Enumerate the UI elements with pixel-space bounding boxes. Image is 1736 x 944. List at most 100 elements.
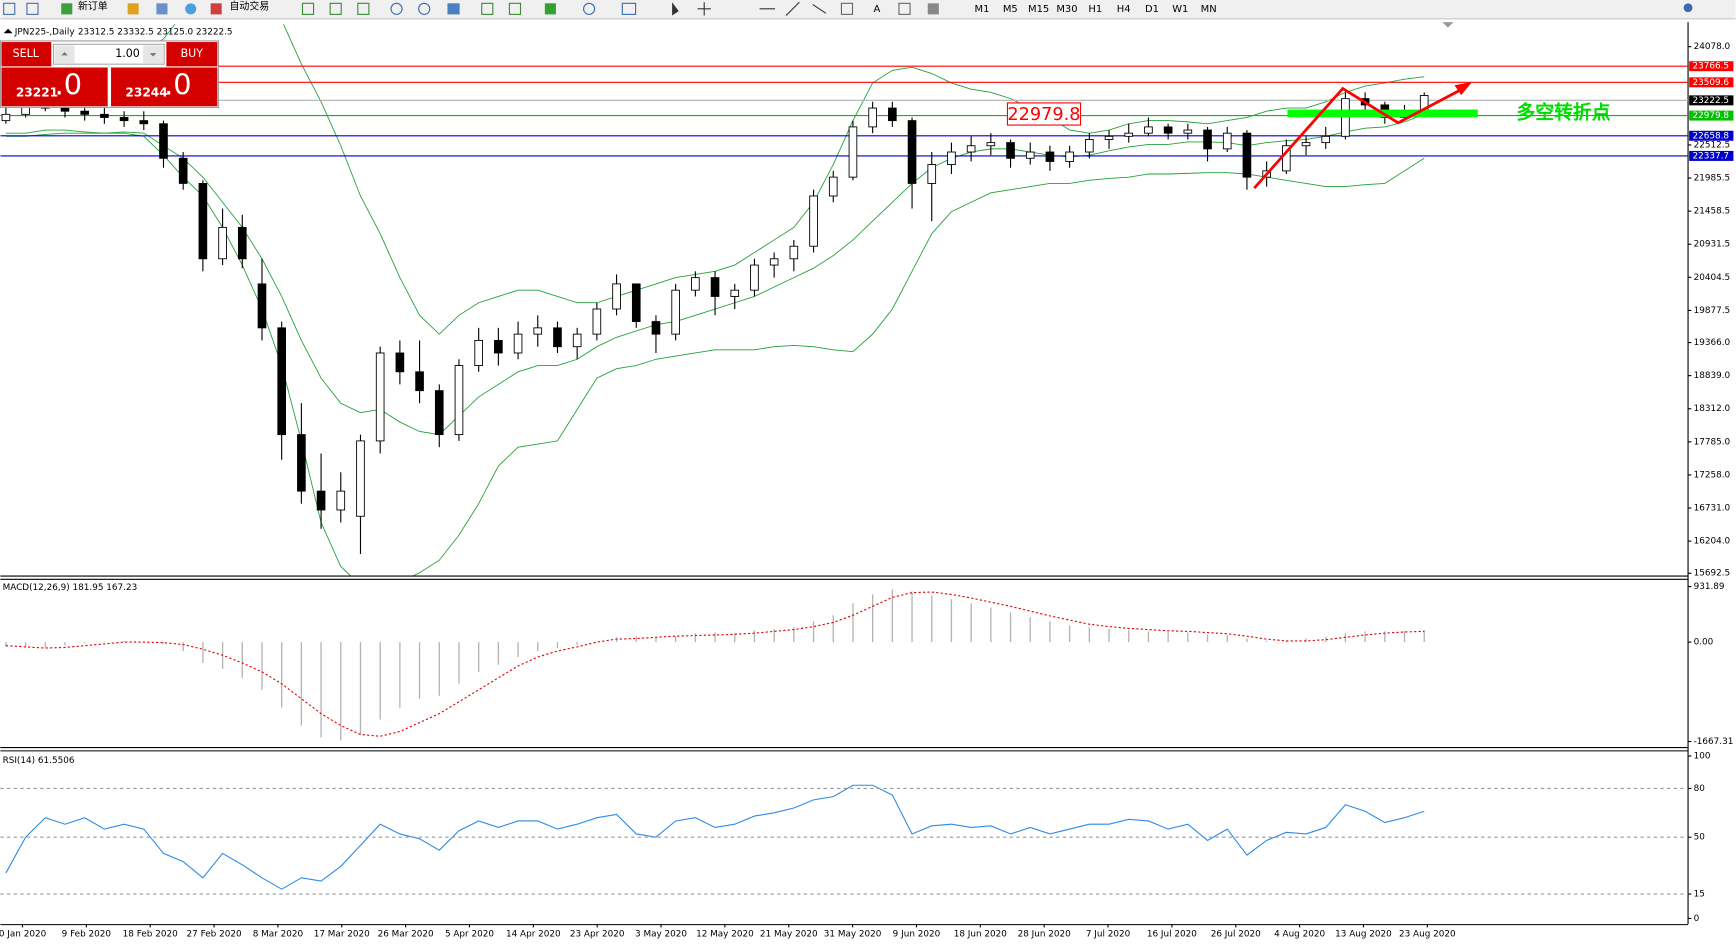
timeframe-button[interactable]: D1 bbox=[1145, 4, 1159, 15]
candle-body bbox=[888, 107, 897, 122]
candle-body bbox=[178, 157, 188, 184]
bid-fraction[interactable]: .0 bbox=[55, 67, 82, 101]
y-tick-label: 22512.5 bbox=[1694, 140, 1731, 150]
x-tick-label: 18 Feb 2020 bbox=[123, 930, 178, 940]
candle-body bbox=[612, 283, 621, 310]
candle-body bbox=[316, 490, 326, 511]
candle-body bbox=[139, 120, 149, 125]
candle-body bbox=[218, 226, 227, 260]
x-tick-label: 7 Jul 2020 bbox=[1086, 930, 1131, 940]
x-tick-label: 16 Jul 2020 bbox=[1147, 930, 1197, 940]
candle-body bbox=[986, 142, 996, 147]
candle-body bbox=[809, 195, 818, 247]
toolbar-button[interactable]: 新订单 bbox=[78, 0, 108, 13]
x-tick-label: 13 Aug 2020 bbox=[1335, 930, 1392, 940]
x-tick-label: 5 Apr 2020 bbox=[445, 930, 494, 940]
price-level-tag bbox=[1689, 61, 1734, 72]
annotation: 多空转折点 bbox=[1517, 100, 1611, 123]
candle-body bbox=[297, 434, 306, 492]
rsi-plot bbox=[5, 784, 1425, 890]
candle-body bbox=[553, 327, 562, 348]
candle-body bbox=[691, 277, 700, 291]
timeframe-button[interactable]: H4 bbox=[1117, 4, 1131, 15]
lot-input[interactable] bbox=[52, 43, 165, 65]
candle-body bbox=[494, 339, 503, 354]
sell-label[interactable]: SELL bbox=[13, 47, 40, 60]
x-tick-label: 23 Aug 2020 bbox=[1399, 930, 1456, 940]
candle-body bbox=[1163, 126, 1173, 134]
candle-body bbox=[375, 352, 385, 442]
candle-body bbox=[1085, 139, 1094, 153]
shift-marker bbox=[1442, 22, 1454, 28]
price-level-label: 23509.6 bbox=[1692, 78, 1729, 88]
trend-arrow bbox=[1253, 86, 1460, 190]
y-tick-label: 16731.0 bbox=[1694, 504, 1731, 514]
y-tick-label: 19877.5 bbox=[1694, 306, 1731, 316]
toolbar-button[interactable]: A bbox=[874, 4, 881, 15]
y-tick-label: 0.00 bbox=[1694, 638, 1714, 648]
buy-label[interactable]: BUY bbox=[181, 47, 204, 60]
x-tick-label: 28 Jun 2020 bbox=[1018, 930, 1072, 940]
sell-button[interactable] bbox=[1, 42, 52, 67]
candle-body bbox=[1065, 151, 1074, 162]
toolbar-button[interactable]: 自动交易 bbox=[229, 0, 269, 13]
candle-body bbox=[1341, 98, 1350, 137]
candle-body bbox=[159, 123, 168, 159]
candle-body bbox=[395, 352, 405, 373]
chart-title: JPN225-,Daily bbox=[14, 28, 75, 38]
candle-body bbox=[1183, 129, 1193, 134]
candle-body bbox=[80, 110, 90, 115]
candle-body bbox=[1301, 142, 1311, 147]
candle-body bbox=[356, 440, 365, 517]
ask-fraction[interactable]: .0 bbox=[164, 67, 191, 101]
candle-body bbox=[257, 283, 267, 329]
ohlc-values: 23312.5 23332.5 23125.0 23222.5 bbox=[78, 28, 233, 38]
candle-body bbox=[237, 226, 247, 260]
candle-body bbox=[927, 164, 937, 184]
timeframe-button[interactable]: W1 bbox=[1172, 4, 1188, 15]
candle-body bbox=[100, 113, 109, 118]
candle-body bbox=[198, 182, 208, 260]
bid-box[interactable] bbox=[1, 67, 108, 107]
x-tick-label: 26 Mar 2020 bbox=[378, 930, 434, 940]
candle-body bbox=[119, 117, 129, 122]
macd-signal bbox=[5, 591, 1425, 737]
price-level-label: 22658.8 bbox=[1692, 131, 1729, 141]
y-tick-label: 100 bbox=[1694, 752, 1711, 762]
macd-plot bbox=[5, 589, 1425, 741]
price-level-label: 22337.7 bbox=[1692, 151, 1729, 161]
candle-body bbox=[966, 145, 976, 153]
price-level-label: 22979.8 bbox=[1692, 111, 1729, 121]
ask-price[interactable]: 23244 bbox=[125, 85, 167, 99]
x-tick-label: 4 Aug 2020 bbox=[1274, 930, 1325, 940]
lot-value[interactable]: 1.00 bbox=[115, 47, 140, 60]
x-tick-label: 23 Apr 2020 bbox=[570, 930, 625, 940]
timeframe-button[interactable]: M30 bbox=[1056, 4, 1077, 15]
candle-body bbox=[868, 107, 877, 128]
candle-body bbox=[750, 264, 759, 291]
candle-body bbox=[710, 277, 720, 297]
toolbar-icons bbox=[3, 1, 1693, 16]
x-tick-label: 0 Jan 2020 bbox=[0, 930, 47, 940]
timeframe-button[interactable]: M15 bbox=[1028, 4, 1049, 15]
price-level-tag bbox=[1689, 130, 1734, 141]
timeframe-button[interactable]: MN bbox=[1201, 4, 1217, 15]
x-tick-label: 9 Jun 2020 bbox=[893, 930, 941, 940]
timeframe-button[interactable]: M1 bbox=[975, 4, 990, 15]
x-tick-label: 8 Mar 2020 bbox=[253, 930, 304, 940]
timeframe-button[interactable]: H1 bbox=[1088, 4, 1102, 15]
candle-body bbox=[730, 289, 740, 297]
bid-price[interactable]: 23221 bbox=[16, 85, 58, 99]
timeframe-button[interactable]: M5 bbox=[1003, 4, 1018, 15]
buy-button[interactable] bbox=[166, 42, 218, 67]
candle-body bbox=[474, 339, 483, 366]
bollinger-upper bbox=[5, 24, 1425, 335]
price-level-tag bbox=[1689, 95, 1734, 106]
candle-body bbox=[769, 258, 779, 266]
y-tick-label: 21458.5 bbox=[1694, 207, 1731, 217]
x-tick-label: 9 Feb 2020 bbox=[62, 930, 112, 940]
ask-box[interactable] bbox=[111, 67, 218, 107]
one-click-trading bbox=[0, 40, 219, 108]
y-tick-label: 17258.0 bbox=[1694, 470, 1731, 480]
candle-body bbox=[336, 490, 346, 511]
